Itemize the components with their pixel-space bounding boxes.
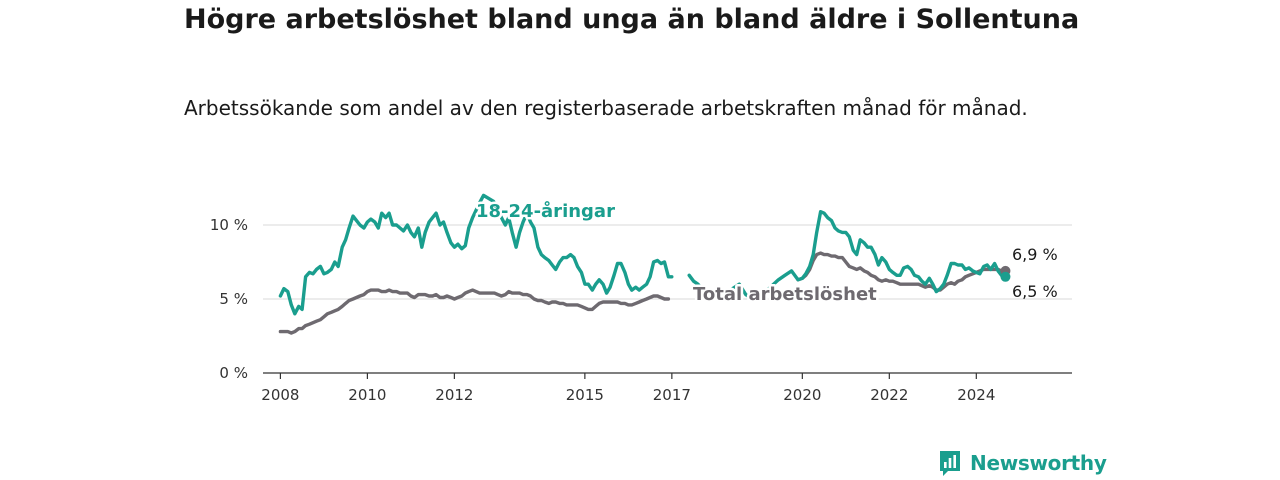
chart-series <box>278 193 1008 335</box>
end-label-young: 6,5 % <box>1012 282 1058 301</box>
series-line-total <box>278 288 671 335</box>
x-tick-label: 2022 <box>870 386 908 404</box>
x-tick-label: 2024 <box>957 386 995 404</box>
end-markers <box>1000 265 1011 282</box>
newsworthy-logo-icon <box>940 451 960 476</box>
x-tick-label: 2017 <box>653 386 691 404</box>
newsworthy-brand[interactable]: Newsworthy <box>938 449 1107 477</box>
series-line-young <box>687 210 1008 301</box>
series-line-total <box>796 251 1008 292</box>
chart-labels: 18-24-åringar Total arbetslöshet 6,9 % 6… <box>474 198 1058 308</box>
x-tick-label: 2020 <box>783 386 821 404</box>
chart-axes: 0 % 5 % 10 % 2008 2010 2012 2015 2017 2020 2022 20… <box>210 216 1072 404</box>
y-tick-label: 0 % <box>219 364 248 382</box>
y-tick-label: 5 % <box>219 290 248 308</box>
chart-subtitle: Arbetssökande som andel av den registerb… <box>184 96 1028 120</box>
series-label-young: 18-24-åringar <box>476 200 615 222</box>
y-tick-label: 10 % <box>210 216 248 234</box>
brand-name: Newsworthy <box>970 451 1107 475</box>
end-label-total: 6,9 % <box>1012 245 1058 264</box>
x-tick-label: 2008 <box>261 386 299 404</box>
series-label-total: Total arbetslöshet <box>693 284 877 305</box>
x-tick-label: 2010 <box>348 386 386 404</box>
x-tick-label: 2015 <box>566 386 604 404</box>
x-tick-label: 2012 <box>435 386 473 404</box>
chart-title: Högre arbetslöshet bland unga än bland ä… <box>184 4 1080 35</box>
series-line-young <box>278 193 674 316</box>
end-marker-young <box>1000 271 1011 282</box>
